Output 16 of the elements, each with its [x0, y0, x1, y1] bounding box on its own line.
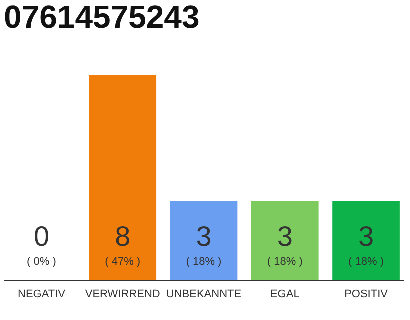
x-tick-label: UNBEKANNTE [166, 288, 242, 300]
data-label: ( 0% ) [27, 256, 56, 268]
x-tick-label: VERWIRREND [85, 288, 160, 300]
data-label: ( 18% ) [348, 256, 384, 268]
annotation: 3 [358, 221, 374, 252]
data-label: ( 18% ) [186, 256, 222, 268]
annotation: 3 [196, 221, 212, 252]
data-label: ( 18% ) [267, 256, 303, 268]
x-tick-label: POSITIV [344, 288, 389, 300]
data-label: ( 47% ) [105, 256, 141, 268]
annotation: 8 [115, 221, 131, 252]
x-tick-label: EGAL [270, 288, 300, 300]
annotation: 0 [34, 221, 50, 252]
annotation: 3 [277, 221, 293, 252]
chart-title: 07614575243 [4, 0, 200, 35]
x-tick-label: NEGATIV [18, 288, 66, 300]
